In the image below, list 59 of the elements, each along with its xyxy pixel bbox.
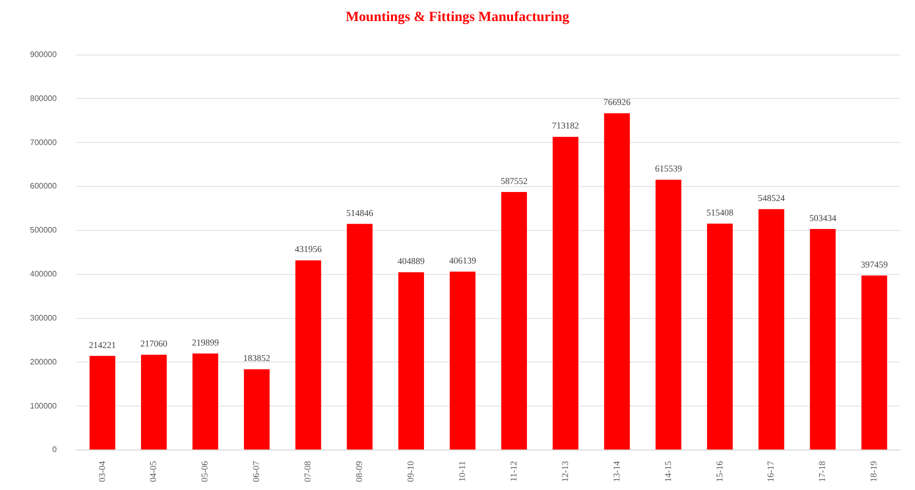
bar	[707, 224, 733, 450]
y-tick-label: 300000	[30, 313, 58, 322]
x-tick-label: 15-16	[714, 460, 724, 482]
x-tick-label: 11-12	[508, 461, 518, 482]
data-label: 548524	[758, 193, 786, 203]
data-label: 217060	[140, 338, 168, 349]
data-label: 431956	[294, 244, 322, 254]
x-tick-label: 12-13	[560, 460, 570, 482]
x-tick-label: 04-05	[148, 460, 158, 482]
data-label: 214221	[88, 340, 116, 350]
x-tick-label: 03-04	[96, 460, 107, 482]
x-tick-label: 16-17	[766, 460, 776, 482]
x-tick-label: 07-08	[302, 460, 313, 482]
bar	[450, 272, 476, 450]
x-tick-label: 18-19	[868, 460, 879, 482]
bar	[861, 275, 888, 450]
y-tick-label: 500000	[30, 226, 58, 235]
data-label: 183852	[243, 353, 270, 364]
bar	[810, 228, 836, 450]
bar	[656, 180, 682, 450]
data-label: 713182	[552, 120, 580, 131]
bar	[90, 356, 116, 450]
x-tick-label: 13-14	[611, 460, 622, 482]
bar	[244, 369, 270, 450]
data-label: 219899	[192, 337, 220, 348]
x-tick-label: 10-11	[456, 461, 467, 482]
data-label: 397459	[860, 259, 888, 270]
x-tick-label: 09-10	[406, 460, 416, 482]
x-tick-label: 08-09	[354, 460, 364, 482]
y-tick-label: 600000	[30, 182, 58, 191]
y-tick-label: 800000	[30, 94, 58, 103]
data-label: 766926	[603, 97, 631, 108]
data-label: 503434	[809, 212, 837, 223]
bar	[141, 354, 167, 450]
data-label: 615539	[654, 164, 682, 174]
data-label: 514846	[346, 208, 374, 218]
bar	[295, 260, 322, 450]
bar	[346, 224, 373, 450]
chart-title: Mountings & Fittings Manufacturing	[344, 9, 570, 27]
data-label: 404889	[398, 256, 426, 266]
bar	[398, 272, 424, 450]
bar	[501, 192, 527, 450]
y-tick-label: 700000	[30, 138, 58, 147]
x-tick-label: 17-18	[817, 460, 828, 482]
x-tick-label: 06-07	[251, 460, 262, 482]
x-tick-label: 05-06	[200, 460, 210, 482]
bar	[192, 353, 218, 450]
bar	[758, 209, 784, 450]
y-tick-label: 100000	[30, 401, 58, 410]
y-tick-label: 200000	[30, 357, 58, 366]
data-label: 406139	[449, 256, 477, 266]
y-tick-label: 900000	[30, 50, 58, 60]
data-label: 587552	[500, 176, 528, 186]
data-label: 515408	[706, 208, 734, 218]
bar	[552, 136, 578, 450]
y-tick-label: 400000	[30, 270, 58, 279]
bar	[604, 113, 630, 450]
y-tick-label: 0	[52, 445, 58, 454]
x-tick-label: 14-15	[662, 460, 673, 482]
